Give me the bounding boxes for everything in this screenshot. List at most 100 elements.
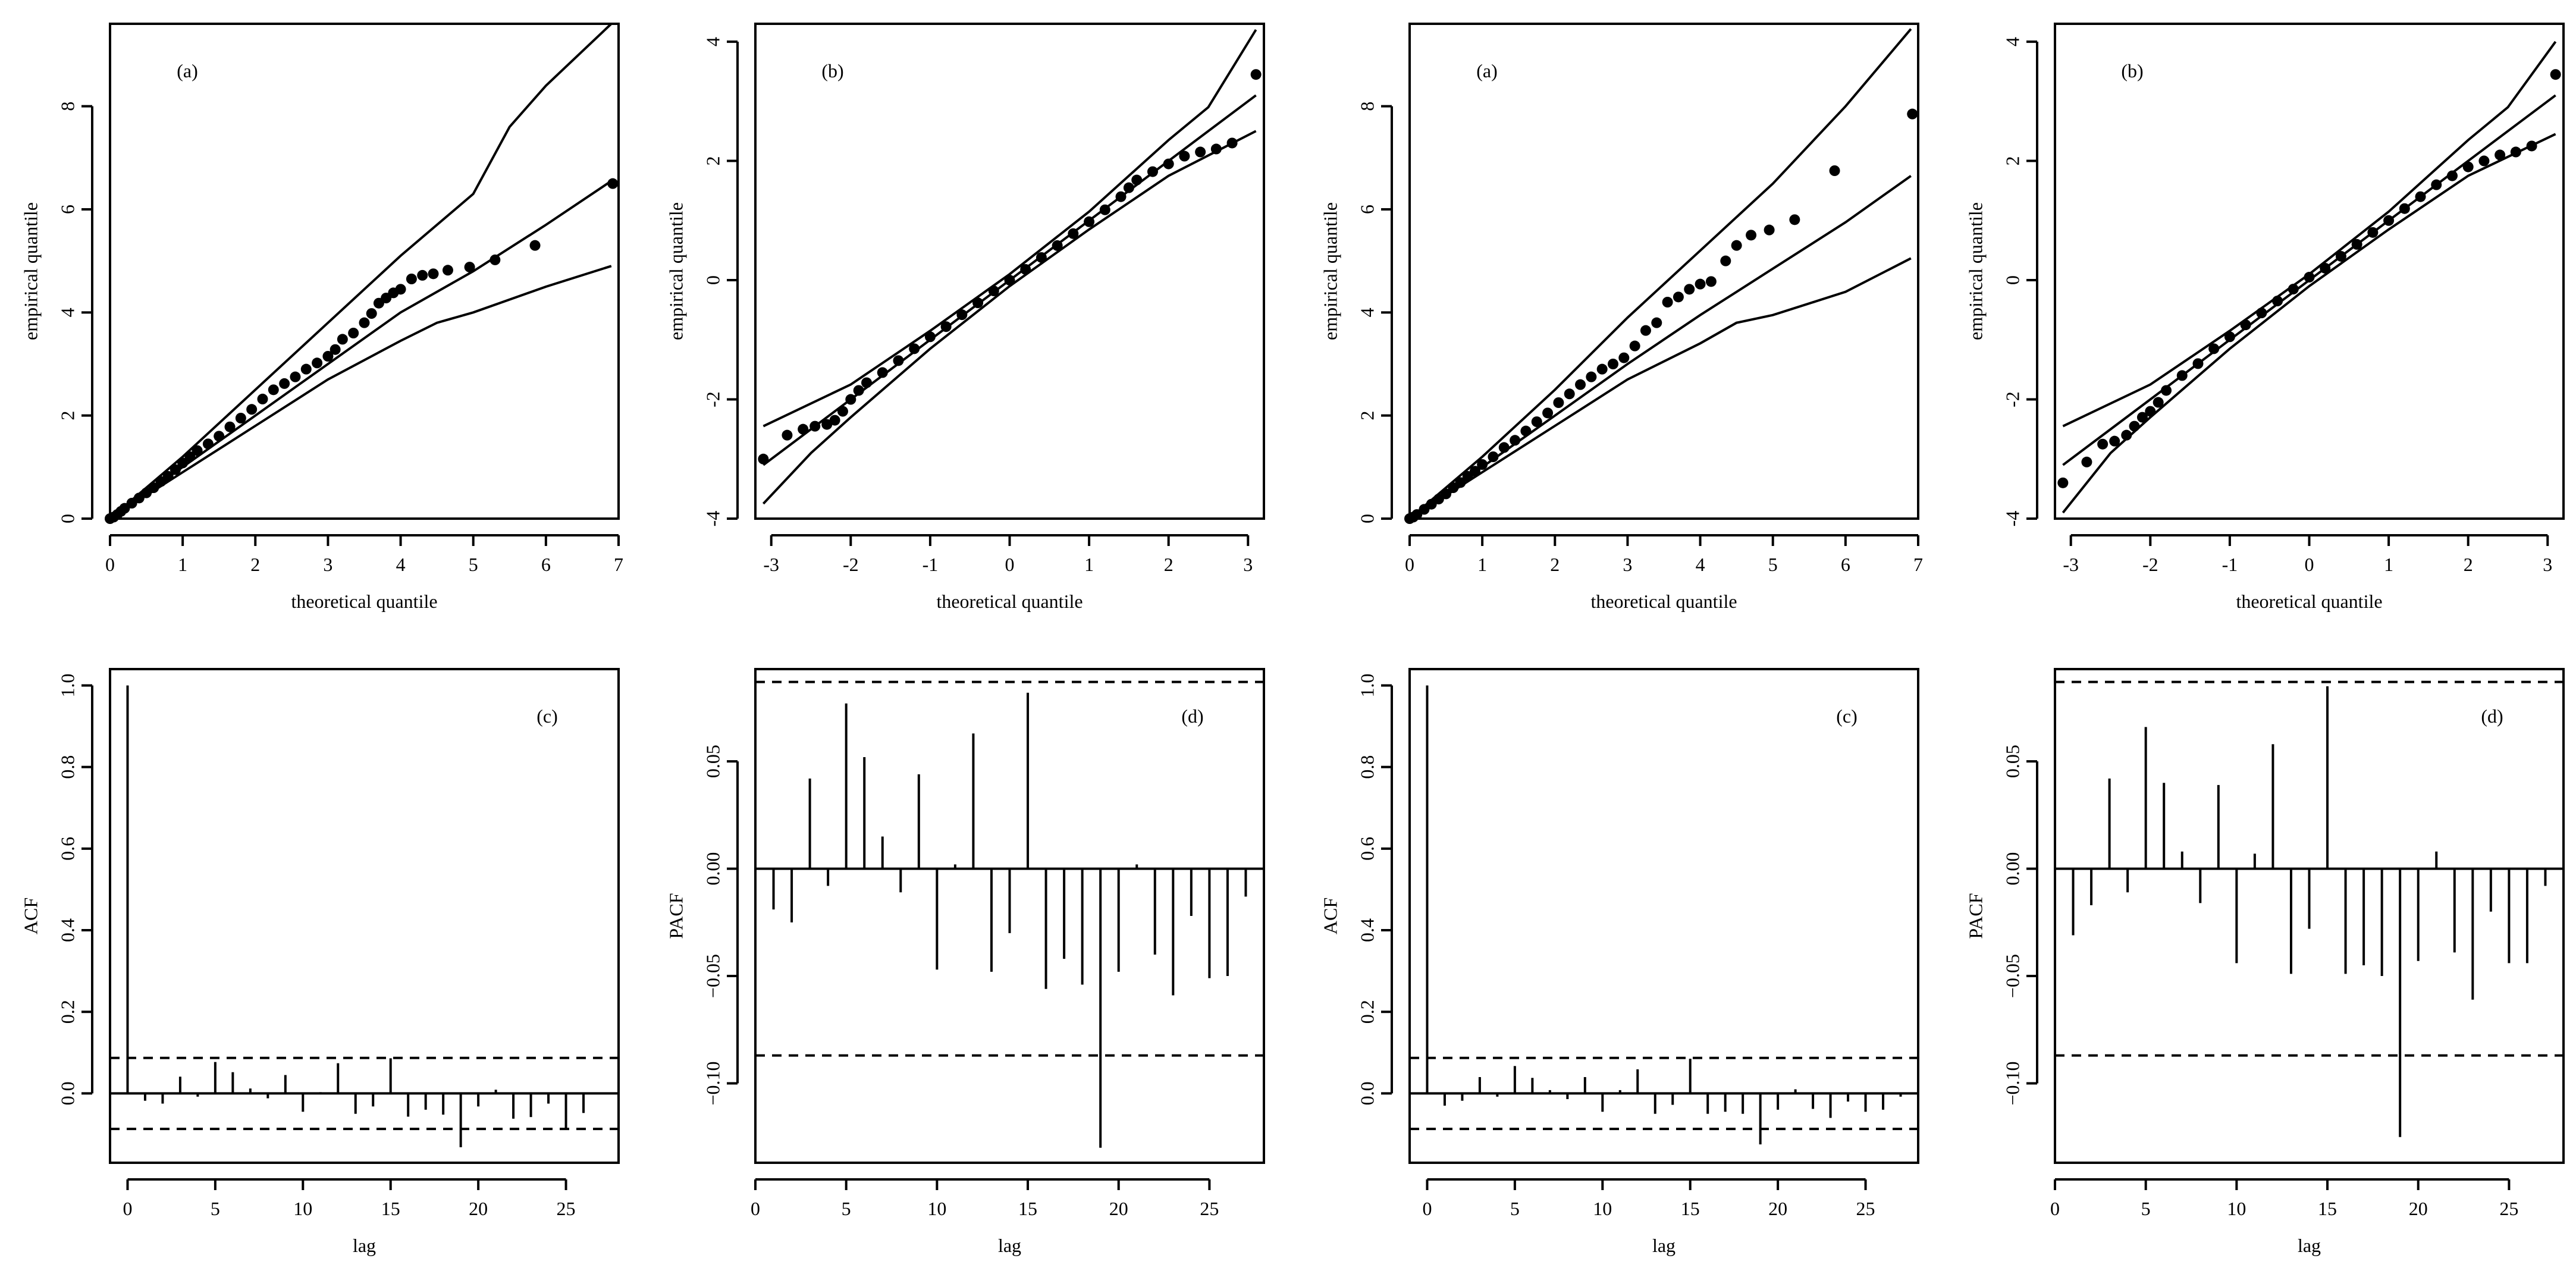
- panel-pacf-d-left: 0 5 10 15 20 25 −0.10 −0.05 0.00 0.05 lag PACF (d): [665, 668, 1265, 1256]
- panel-label: (b): [821, 60, 843, 81]
- data-point: [1695, 278, 1706, 290]
- y-axis-label: empirical quantile: [665, 202, 686, 340]
- y-tick-label: 6: [57, 205, 78, 214]
- x-tick-label: -2: [843, 554, 859, 575]
- y-axis-label: empirical quantile: [20, 202, 41, 340]
- x-tick-label: 7: [614, 554, 623, 575]
- envelope-line-upper: [1408, 28, 1912, 520]
- x-tick-label: 15: [1681, 1198, 1700, 1219]
- data-point: [1068, 228, 1079, 239]
- y-tick-label: −0.05: [702, 954, 723, 998]
- data-point: [322, 351, 334, 362]
- y-tick-label: 0.0: [57, 1081, 78, 1105]
- x-tick-label: 15: [2318, 1198, 2337, 1219]
- x-tick-label: 0: [2050, 1198, 2060, 1219]
- data-point: [417, 269, 428, 281]
- y-tick-label: -4: [702, 511, 723, 527]
- y-tick-label: 0.8: [57, 755, 78, 779]
- x-tick-label: 20: [2409, 1198, 2428, 1219]
- x-tick-label: 2: [1550, 554, 1560, 575]
- data-point: [2446, 170, 2458, 181]
- data-point: [428, 268, 439, 280]
- data-point: [348, 328, 359, 338]
- data-point: [1531, 416, 1542, 428]
- plot-frame: [2054, 23, 2565, 520]
- y-tick-label: 4: [1356, 307, 1378, 317]
- x-tick-label: 0: [105, 554, 115, 575]
- data-point: [1542, 407, 1554, 419]
- data-point: [1004, 275, 1015, 286]
- x-tick-label: 3: [1623, 554, 1632, 575]
- x-tick-label: -1: [2222, 554, 2238, 575]
- data-point: [2129, 420, 2140, 432]
- y-tick-label: 0.0: [1356, 1081, 1378, 1105]
- y-tick-label: 0: [702, 275, 723, 285]
- panel-label: (d): [1181, 705, 1203, 727]
- y-tick-label: -2: [702, 391, 723, 407]
- data-point: [2478, 155, 2490, 167]
- data-point: [2145, 406, 2156, 417]
- y-axis-label: ACF: [20, 897, 41, 934]
- data-point: [184, 451, 196, 462]
- data-point: [2097, 438, 2109, 450]
- y-tick-label: 0.00: [2001, 852, 2023, 886]
- y-tick-label: 6: [1356, 205, 1378, 214]
- y-tick-label: −0.10: [2001, 1061, 2023, 1105]
- x-tick-label: 20: [1109, 1198, 1128, 1219]
- data-point: [972, 297, 984, 309]
- panel-label: (b): [2121, 60, 2143, 81]
- data-point: [956, 309, 968, 321]
- plot-frame: [1408, 668, 1919, 1164]
- x-axis-label: lag: [2298, 1235, 2321, 1256]
- x-tick-label: 0: [2305, 554, 2314, 575]
- data-point: [1629, 340, 1640, 352]
- x-tick-label: 1: [2384, 554, 2393, 575]
- data-point: [257, 393, 268, 404]
- y-tick-label: 4: [2001, 37, 2023, 46]
- data-point: [1226, 137, 1238, 149]
- data-point: [1441, 488, 1452, 500]
- plot-frame: [1408, 23, 1919, 520]
- panel-qq-b-left: -3 -2 -1 0 1 2 3 -4 -2 0 2 4 theoretical quantile emp…: [665, 23, 1265, 612]
- x-tick-label: 3: [323, 554, 332, 575]
- data-point: [148, 482, 159, 493]
- y-tick-label: 0.2: [57, 1000, 78, 1024]
- y-tick-label: 0: [1356, 514, 1378, 523]
- data-point: [2367, 227, 2379, 238]
- panel-label: (a): [1476, 60, 1498, 81]
- y-tick-label: 4: [702, 37, 723, 46]
- y-tick-label: −0.10: [702, 1061, 723, 1105]
- data-point: [607, 178, 619, 189]
- x-tick-label: 4: [396, 554, 406, 575]
- x-tick-label: 1: [1084, 554, 1094, 575]
- y-axis-label: empirical quantile: [1965, 202, 1986, 340]
- data-point: [1455, 477, 1466, 488]
- x-tick-label: 1: [178, 554, 187, 575]
- data-point: [235, 413, 246, 423]
- y-tick-label: 0.05: [2001, 745, 2023, 778]
- data-point: [406, 274, 417, 284]
- y-tick-label: -4: [2001, 511, 2023, 527]
- data-point: [1488, 451, 1499, 462]
- x-axis-label: lag: [998, 1235, 1021, 1256]
- data-point: [2304, 272, 2315, 283]
- data-point: [1147, 166, 1158, 177]
- x-tick-label: 25: [1856, 1198, 1875, 1219]
- data-point: [2526, 140, 2537, 152]
- data-point: [2510, 146, 2521, 158]
- x-tick-label: 2: [250, 554, 260, 575]
- data-point: [1553, 397, 1564, 408]
- data-point: [1673, 291, 1684, 303]
- data-point: [2136, 412, 2148, 423]
- data-point: [290, 371, 301, 382]
- data-point: [837, 406, 848, 417]
- plot-frame: [2054, 668, 2565, 1164]
- x-tick-label: 15: [1018, 1198, 1037, 1219]
- data-point: [988, 285, 999, 297]
- data-point: [1705, 276, 1717, 287]
- x-tick-label: -1: [923, 554, 939, 575]
- data-point: [1195, 146, 1206, 158]
- x-axis-label: lag: [353, 1235, 376, 1256]
- y-tick-label: 2: [57, 411, 78, 420]
- data-point: [1163, 158, 1174, 170]
